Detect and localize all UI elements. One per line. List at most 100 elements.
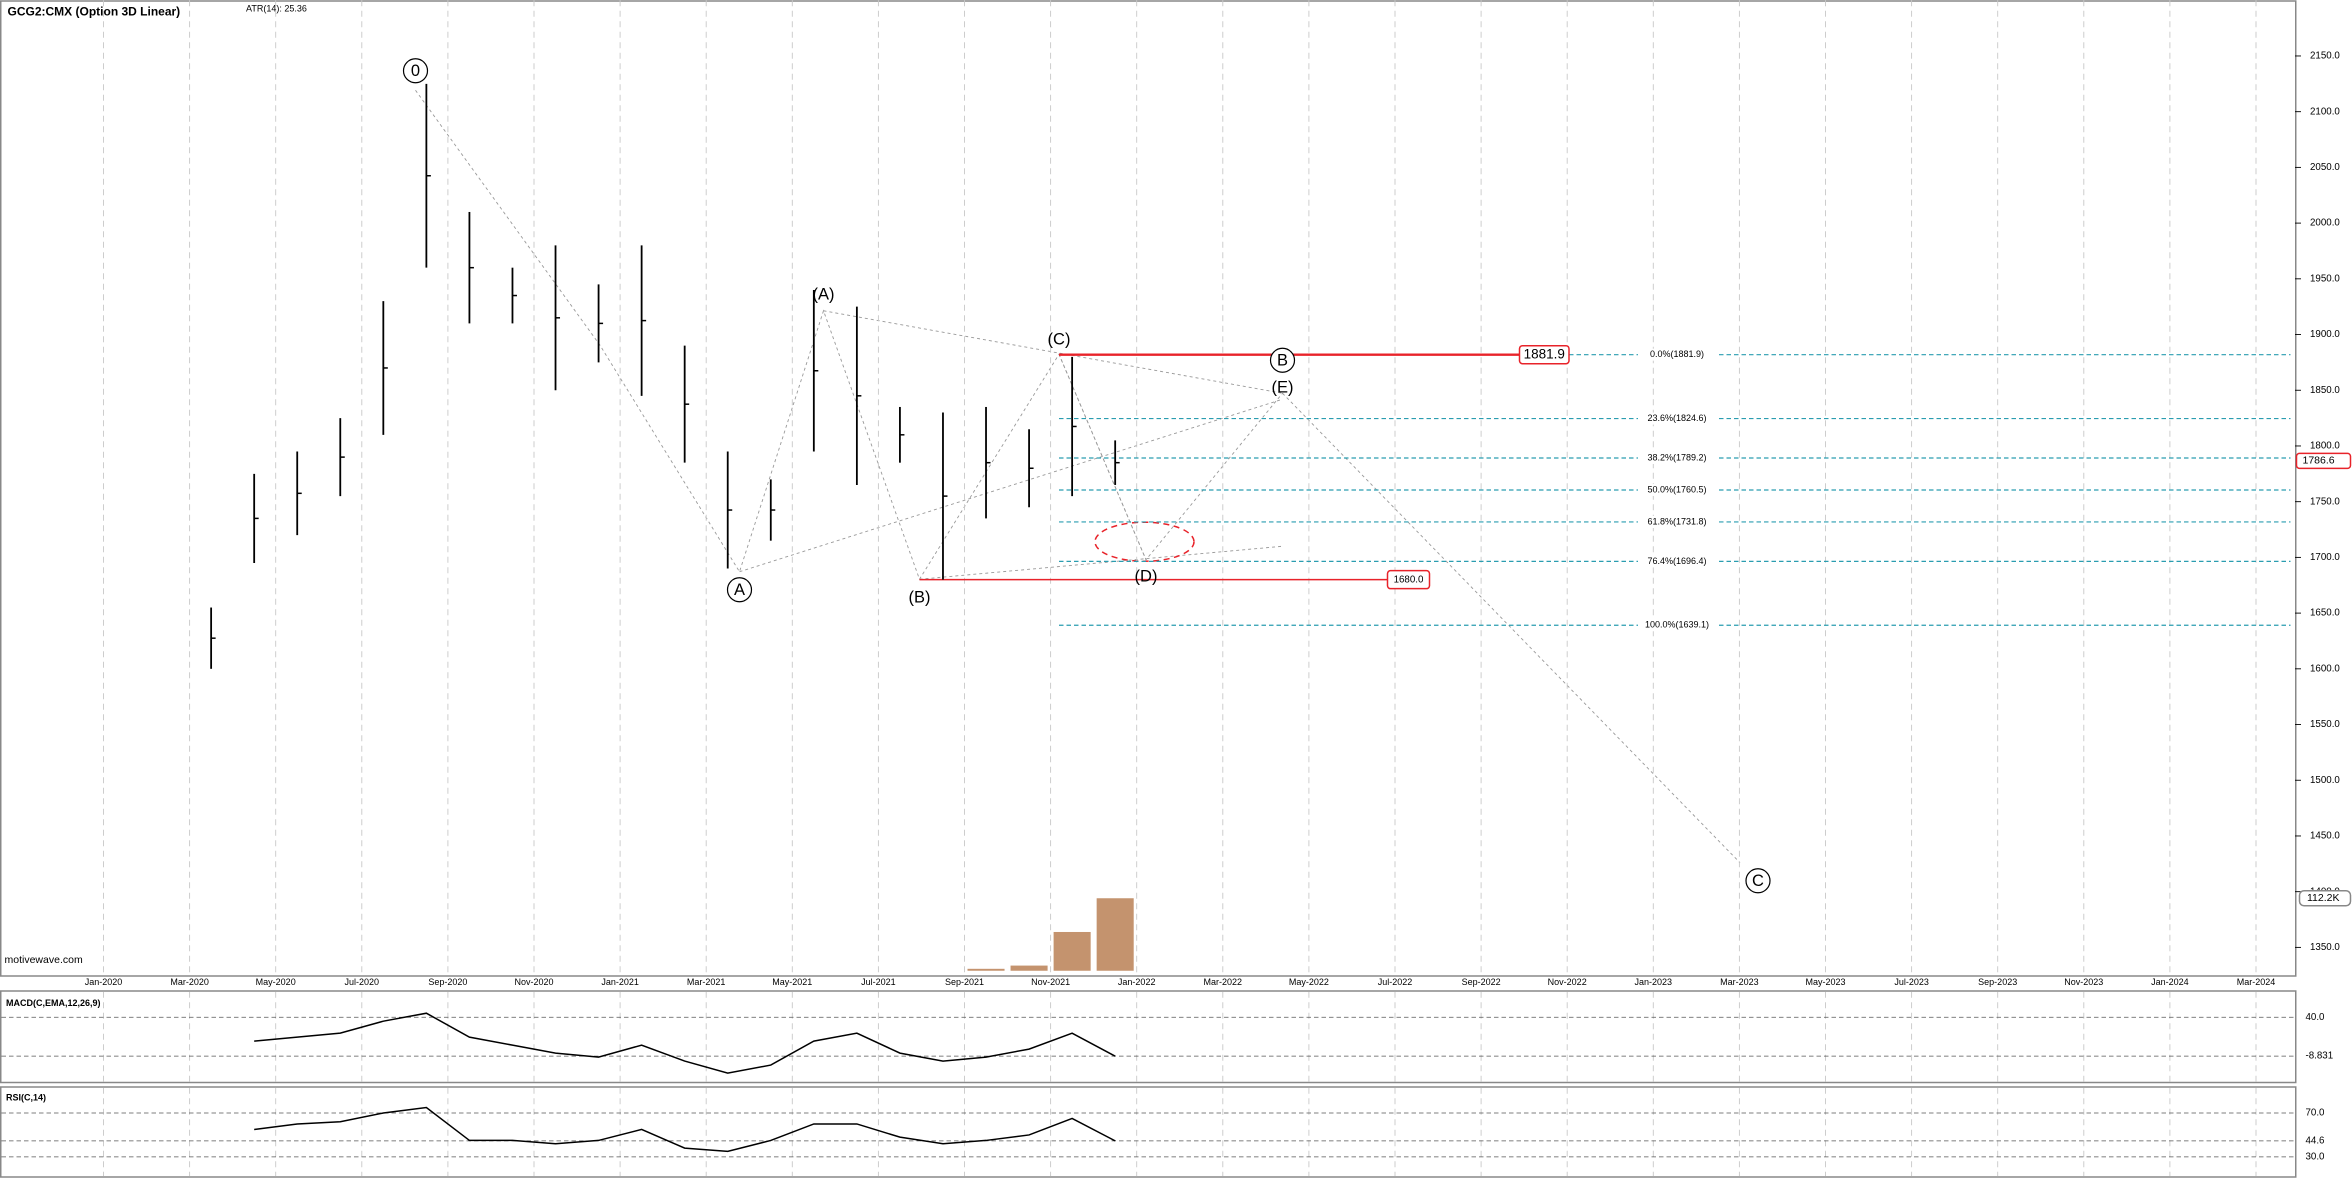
wave-label: (D) bbox=[1135, 567, 1158, 585]
x-tick-label: Mar-2023 bbox=[1720, 977, 1759, 987]
trend-line bbox=[1058, 354, 1147, 560]
level-box bbox=[1386, 569, 1431, 590]
x-tick-label: Jan-2021 bbox=[601, 977, 639, 987]
rsi-line bbox=[254, 1106, 1116, 1153]
x-tick-label: Nov-2020 bbox=[514, 977, 553, 987]
level-box bbox=[1518, 344, 1570, 365]
wave-label: 0 bbox=[411, 62, 420, 80]
y-tick-label: 1350.0 bbox=[2310, 942, 2340, 953]
fib-label: 100.0%(1639.1) bbox=[1645, 620, 1709, 630]
fib-label: 61.8%(1731.8) bbox=[1647, 516, 1706, 526]
y-tick-label: 1600.0 bbox=[2310, 663, 2340, 674]
y-tick-label: 2050.0 bbox=[2310, 162, 2340, 173]
x-tick-label: May-2021 bbox=[772, 977, 812, 987]
x-tick-label: Jan-2022 bbox=[1118, 977, 1156, 987]
trend-line bbox=[919, 545, 1283, 580]
volume-axis-label: 112.2K bbox=[2307, 892, 2340, 904]
y-tick-label: 1800.0 bbox=[2310, 441, 2340, 452]
fib-label-bg bbox=[1638, 555, 1719, 568]
indicator-tick-label: 44.6 bbox=[2306, 1135, 2325, 1146]
volume-bar bbox=[1053, 931, 1091, 971]
fib-label: 50.0%(1760.5) bbox=[1647, 484, 1706, 494]
volume-bar bbox=[1010, 965, 1048, 971]
fib-label-bg bbox=[1638, 348, 1719, 361]
x-tick-label: May-2020 bbox=[256, 977, 296, 987]
y-tick-label: 1900.0 bbox=[2310, 329, 2340, 340]
y-tick-label: 2100.0 bbox=[2310, 106, 2340, 117]
x-tick-label: Sep-2021 bbox=[945, 977, 984, 987]
x-tick-label: Nov-2021 bbox=[1031, 977, 1070, 987]
wave-label: B bbox=[1277, 351, 1288, 369]
price-pane bbox=[0, 0, 2297, 977]
wave-label: (B) bbox=[909, 588, 931, 606]
x-tick-label: Sep-2020 bbox=[428, 977, 467, 987]
x-tick-label: Sep-2023 bbox=[1978, 977, 2017, 987]
indicator-label: ATR(14): 25.36 bbox=[246, 4, 307, 14]
wave-path bbox=[415, 89, 1283, 581]
fib-label: 0.0%(1881.9) bbox=[1650, 349, 1704, 359]
y-tick-label: 1850.0 bbox=[2310, 385, 2340, 396]
rsi-title: RSI(C,14) bbox=[6, 1093, 46, 1103]
wave-label: (A) bbox=[813, 285, 835, 303]
x-tick-label: Jan-2023 bbox=[1635, 977, 1673, 987]
wave-label: A bbox=[734, 581, 745, 599]
y-tick-label: 1450.0 bbox=[2310, 831, 2340, 842]
x-tick-label: Jan-2024 bbox=[2151, 977, 2189, 987]
volume-axis-box bbox=[2298, 890, 2352, 907]
volume-bar bbox=[1096, 898, 1134, 971]
x-tick-label: Sep-2022 bbox=[1462, 977, 1501, 987]
x-tick-label: May-2022 bbox=[1289, 977, 1329, 987]
x-tick-label: May-2023 bbox=[1805, 977, 1845, 987]
y-tick-label: 2150.0 bbox=[2310, 51, 2340, 62]
projection-line bbox=[1282, 392, 1741, 864]
y-tick-label: 1750.0 bbox=[2310, 496, 2340, 507]
indicator-tick-label: 70.0 bbox=[2306, 1108, 2326, 1119]
x-tick-label: Jul-2022 bbox=[1378, 977, 1413, 987]
y-tick-label: 1500.0 bbox=[2310, 775, 2340, 786]
indicator-tick-label: -8.831 bbox=[2306, 1051, 2334, 1062]
x-tick-label: Mar-2022 bbox=[1204, 977, 1243, 987]
wave-circle bbox=[726, 577, 753, 603]
fib-label-bg bbox=[1638, 515, 1719, 528]
x-tick-label: Mar-2020 bbox=[170, 977, 209, 987]
y-tick-label: 1700.0 bbox=[2310, 552, 2340, 563]
wave-label: (C) bbox=[1048, 330, 1071, 348]
fib-label: 38.2%(1789.2) bbox=[1647, 452, 1706, 462]
wave-label: (E) bbox=[1272, 378, 1294, 396]
x-tick-label: Nov-2022 bbox=[1548, 977, 1587, 987]
y-tick-label: 1950.0 bbox=[2310, 273, 2340, 284]
trend-lines bbox=[415, 89, 1741, 864]
indicator-tick-label: 30.0 bbox=[2306, 1151, 2326, 1162]
level-label: 1881.9 bbox=[1524, 346, 1565, 361]
macd-title: MACD(C,EMA,12,26,9) bbox=[6, 998, 101, 1008]
fib-label-bg bbox=[1638, 412, 1719, 425]
wave-circle bbox=[402, 58, 429, 84]
x-tick-label: Jan-2020 bbox=[85, 977, 123, 987]
x-tick-label: Nov-2023 bbox=[2064, 977, 2103, 987]
wave-label: C bbox=[1752, 872, 1764, 890]
wave-circle bbox=[1269, 347, 1296, 373]
indicator-tick-label: 40.0 bbox=[2306, 1012, 2326, 1023]
fib-label: 23.6%(1824.6) bbox=[1647, 413, 1706, 423]
macd-pane bbox=[0, 990, 2297, 1084]
x-tick-label: Jul-2021 bbox=[861, 977, 896, 987]
watermark: motivewave.com bbox=[5, 954, 83, 966]
macd-line bbox=[254, 1012, 1116, 1074]
last-price-box bbox=[2295, 452, 2352, 470]
level-label: 1680.0 bbox=[1394, 574, 1424, 585]
x-tick-label: Jul-2020 bbox=[345, 977, 380, 987]
volume-bar bbox=[967, 968, 1005, 971]
y-tick-label: 2000.0 bbox=[2310, 218, 2340, 229]
x-tick-label: Mar-2021 bbox=[687, 977, 726, 987]
x-tick-label: Jul-2023 bbox=[1894, 977, 1929, 987]
y-tick-label: 1650.0 bbox=[2310, 608, 2340, 619]
wave-circle bbox=[1745, 868, 1771, 894]
fib-label-bg bbox=[1638, 483, 1719, 496]
y-tick-label: 1550.0 bbox=[2310, 719, 2340, 730]
fib-label-bg bbox=[1638, 619, 1719, 632]
chart-title: GCG2:CMX (Option 3D Linear) bbox=[8, 4, 181, 18]
last-price-label: 1786.6 bbox=[2303, 455, 2335, 467]
x-tick-label: Mar-2024 bbox=[2237, 977, 2276, 987]
